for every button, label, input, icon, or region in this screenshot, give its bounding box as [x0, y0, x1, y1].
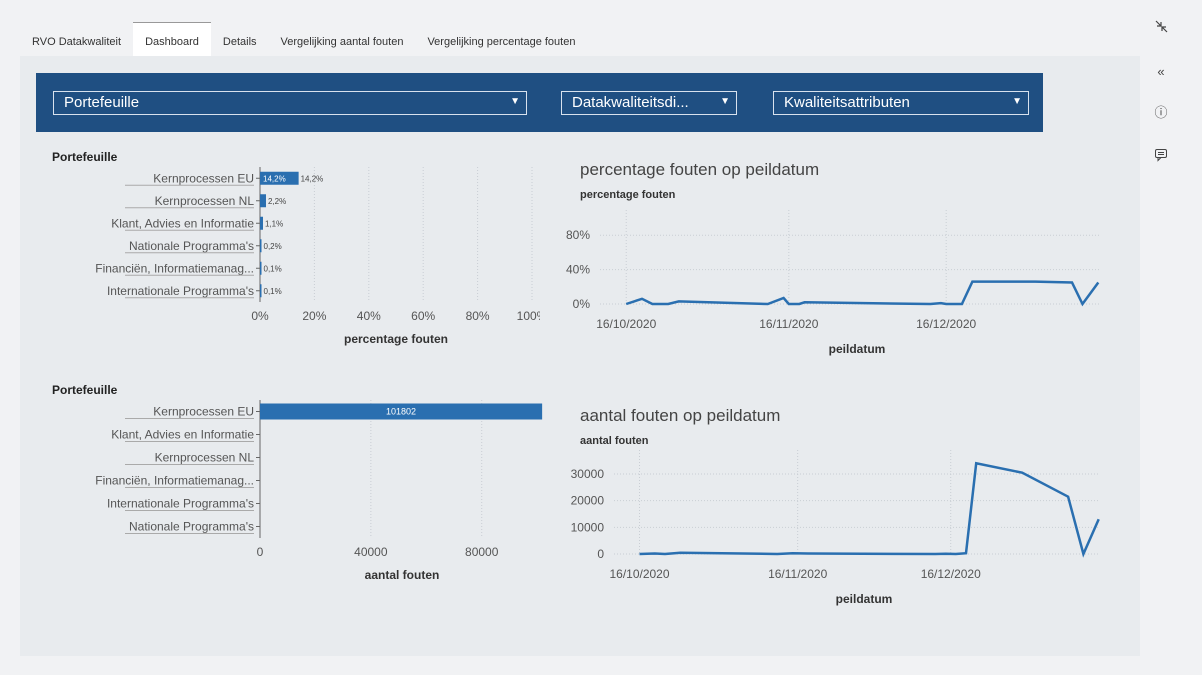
y-category-label: Financiën, Informatiemanag... — [95, 474, 254, 488]
bar-data-label: 0,2% — [264, 242, 282, 251]
bar-data-label: 2,2% — [268, 197, 286, 206]
y-category-label: Internationale Programma's — [107, 497, 254, 511]
tab-vergelijking-percentage-fouten[interactable]: Vergelijking percentage fouten — [427, 36, 576, 48]
bar-data-label: 1,1% — [265, 219, 283, 228]
y-tick-label: 30000 — [571, 467, 605, 481]
x-axis-title: peildatum — [836, 592, 893, 606]
bar-data-label: 0,1% — [264, 264, 282, 273]
x-tick-label: 0% — [251, 309, 269, 323]
info-icon[interactable]: ⓘ — [1154, 105, 1168, 120]
dashboard-canvas: Portefeuille ▼ Datakwaliteitsdi... ▼ Kwa… — [20, 56, 1140, 656]
bar — [260, 284, 262, 298]
y-category-label: Nationale Programma's — [129, 520, 254, 534]
portefeuille-dropdown-label: Portefeuille — [64, 94, 140, 111]
y-tick-label: 0% — [573, 297, 591, 311]
kwaliteitsattributen-dropdown-label: Kwaliteitsattributen — [784, 94, 910, 111]
y-tick-label: 20000 — [571, 494, 605, 508]
x-tick-label: 16/10/2020 — [596, 317, 656, 331]
bar — [260, 171, 299, 185]
bar — [260, 261, 262, 275]
x-axis-title: aantal fouten — [365, 568, 440, 579]
kwaliteitsattributen-dropdown[interactable]: Kwaliteitsattributen ▼ — [773, 91, 1029, 115]
series-line — [625, 280, 1100, 307]
bar — [260, 194, 266, 208]
y-tick-label: 40% — [566, 263, 590, 277]
datakwaliteitsdimensie-dropdown-label: Datakwaliteitsdi... — [572, 94, 689, 111]
y-category-label: Klant, Advies en Informatie — [111, 428, 254, 442]
x-tick-label: 80000 — [465, 545, 499, 559]
triangle-down-icon: ▼ — [1012, 96, 1022, 107]
filter-bar: Portefeuille ▼ Datakwaliteitsdi... ▼ Kwa… — [36, 73, 1043, 132]
x-tick-label: 40% — [357, 309, 381, 323]
tab-details[interactable]: Details — [222, 36, 257, 48]
datakwaliteitsdimensie-dropdown[interactable]: Datakwaliteitsdi... ▼ — [561, 91, 737, 115]
bar — [260, 239, 262, 253]
tab-bar: RVO Datakwaliteit Dashboard Details Verg… — [20, 22, 587, 56]
x-tick-label: 80% — [466, 309, 490, 323]
triangle-down-icon: ▼ — [510, 96, 520, 107]
y-category-label: Klant, Advies en Informatie — [111, 216, 254, 230]
x-tick-label: 60% — [411, 309, 435, 323]
minimize-arrows-icon[interactable] — [1152, 18, 1170, 37]
x-tick-label: 16/12/2020 — [916, 317, 976, 331]
y-tick-label: 80% — [566, 228, 590, 242]
tab-dashboard[interactable]: Dashboard — [133, 22, 211, 56]
tab-vergelijking-aantal-fouten[interactable]: Vergelijking aantal fouten — [280, 36, 404, 48]
x-tick-label: 0 — [257, 545, 264, 559]
y-category-label: Financiën, Informatiemanag... — [95, 261, 254, 275]
x-tick-label: 20% — [302, 309, 326, 323]
pct-bar-chart: 0% 20% 40% 60% 80% 100% Kernprocessen EU 14,2% K… — [95, 167, 540, 346]
bar — [260, 403, 543, 420]
y-category-label: Kernprocessen EU — [153, 405, 254, 419]
y-category-label: Kernprocessen NL — [155, 194, 255, 208]
x-tick-label: 16/12/2020 — [921, 567, 981, 581]
y-tick-label: 0 — [597, 547, 604, 561]
x-tick-label: 100% — [517, 309, 540, 323]
series-line — [639, 461, 1100, 558]
x-tick-label: 16/11/2020 — [759, 317, 818, 331]
x-tick-label: 16/10/2020 — [609, 567, 669, 581]
collapse-icon[interactable]: « — [1157, 64, 1165, 79]
y-axis-title: percentage fouten — [580, 189, 676, 201]
y-category-label: Internationale Programma's — [107, 284, 254, 298]
x-tick-label: 16/11/2020 — [768, 567, 827, 581]
tab-rvo-datakwaliteit[interactable]: RVO Datakwaliteit — [32, 36, 122, 48]
y-category-label: Kernprocessen EU — [153, 171, 254, 185]
y-tick-label: 10000 — [571, 520, 605, 534]
y-axis-title: aantal fouten — [580, 435, 649, 447]
count-line-chart-title: aantal fouten op peildatum — [580, 406, 781, 425]
count-bar-chart-title: Portefeuille — [52, 383, 118, 397]
bar-data-label: 0,1% — [264, 287, 282, 296]
x-axis-title: peildatum — [829, 342, 886, 356]
triangle-down-icon: ▼ — [720, 96, 730, 107]
y-category-label: Nationale Programma's — [129, 239, 254, 253]
bar — [260, 216, 263, 230]
pct-line-chart-title: percentage fouten op peildatum — [580, 160, 820, 179]
comment-icon[interactable] — [1152, 148, 1170, 165]
x-axis-title: percentage fouten — [344, 332, 448, 346]
y-category-label: Kernprocessen NL — [155, 451, 255, 465]
portefeuille-dropdown[interactable]: Portefeuille ▼ — [53, 91, 527, 115]
x-tick-label: 40000 — [354, 545, 388, 559]
pct-line-chart: percentage fouten 0% 40% 80% 16/10/2020 16/11… — [566, 189, 1100, 356]
count-bar-chart: 0 40000 80000 Kernprocessen EU Klant, Advies… — [95, 400, 543, 579]
pct-bar-chart-title: Portefeuille — [52, 150, 118, 164]
bar-inside-label: 14,2% — [263, 174, 286, 183]
count-line-chart: aantal fouten 0 10000 20000 30000 16/10/2020 1… — [571, 435, 1100, 606]
bar-data-label: 101802 — [386, 407, 416, 417]
bar-data-label: 14,2% — [301, 174, 324, 183]
